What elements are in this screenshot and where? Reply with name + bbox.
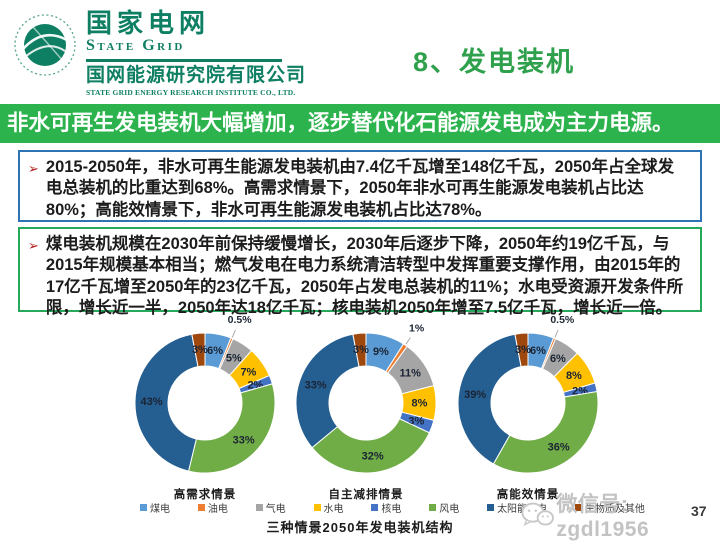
donut-chart-2: 9%1%11%8%3%32%33%3% bbox=[295, 323, 437, 474]
legend-item-gas: 气电 bbox=[255, 500, 286, 515]
legend-item-oil: 油电 bbox=[197, 500, 228, 515]
org-name-en: State Grid bbox=[86, 37, 185, 55]
legend-label: 水电 bbox=[323, 504, 344, 515]
slice-label-hydro: 8% bbox=[412, 398, 428, 410]
slice-label-solar: 39% bbox=[464, 389, 486, 401]
slice-label-hydro: 8% bbox=[566, 370, 582, 382]
legend-label: 核电 bbox=[381, 504, 402, 515]
slice-label-hydro: 7% bbox=[240, 366, 256, 378]
institute-name-en: STATE GRID ENERGY RESEARCH INSTITUTE CO.… bbox=[86, 87, 296, 97]
donut-chart-1: 6%0.5%5%7%2%33%43%3% bbox=[134, 314, 276, 474]
watermark-text: 微信号: zgdl1956 bbox=[556, 493, 650, 541]
donut-slice-biomass bbox=[514, 332, 529, 368]
watermark: 微信号: zgdl1956 bbox=[520, 488, 720, 542]
legend-label: 风电 bbox=[439, 504, 460, 515]
legend-label: 煤电 bbox=[150, 504, 170, 515]
key-point-block-1: ➢ 2015-2050年，非水可再生能源发电装机由7.4亿千瓦增至148亿千瓦，… bbox=[18, 150, 702, 222]
slice-label-solar: 33% bbox=[305, 379, 327, 391]
slice-label-biomass: 3% bbox=[192, 344, 208, 356]
page-title: 8、发电装机 bbox=[413, 47, 576, 77]
slice-label-coal: 9% bbox=[373, 346, 389, 358]
legend-swatch-hydro bbox=[313, 504, 321, 511]
legend-item-coal: 煤电 bbox=[140, 500, 170, 515]
donut-slice-solar bbox=[134, 333, 199, 472]
donut-slice-wind bbox=[187, 383, 276, 474]
legend-item-nuclear: 核电 bbox=[371, 500, 401, 515]
logo-text-block: 国家电网 State Grid 国网能源研究院有限公司 STATE GRID E… bbox=[86, 8, 307, 97]
page-number: 37 bbox=[691, 503, 707, 519]
key-point-block-2: ➢ 煤电装机规模在2030年前保持缓慢增长，2030年后逐步下降，2050年约1… bbox=[18, 227, 702, 317]
state-grid-logo: 国家电网 State Grid 国网能源研究院有限公司 STATE GRID E… bbox=[13, 8, 307, 97]
key-point-text-2: 煤电装机规模在2030年前保持缓慢增长，2030年后逐步下降，2050年约19亿… bbox=[45, 235, 684, 318]
label-leader-line bbox=[554, 329, 559, 338]
slice-label-gas: 11% bbox=[399, 367, 421, 379]
logo-divider bbox=[86, 58, 282, 62]
label-leader-line bbox=[405, 337, 411, 345]
wechat-icon bbox=[521, 502, 554, 526]
donut-slice-solar bbox=[457, 333, 522, 465]
slice-label-oil: 0.5% bbox=[228, 314, 253, 326]
legend-label: 气电 bbox=[265, 504, 286, 515]
donut-slice-biomass bbox=[352, 332, 367, 368]
legend-swatch-solar bbox=[487, 504, 495, 511]
donut-slice-wind bbox=[492, 390, 599, 474]
institute-name-cn: 国网能源研究院有限公司 bbox=[86, 64, 307, 86]
legend-item-wind: 风电 bbox=[429, 500, 459, 515]
scenario-caption-3: 高能效情景 bbox=[496, 489, 560, 501]
slice-label-wind: 32% bbox=[362, 451, 384, 463]
scenario-caption-1: 高需求情景 bbox=[173, 489, 237, 501]
donut-slice-solar bbox=[295, 333, 360, 449]
slice-label-solar: 43% bbox=[140, 396, 162, 408]
legend-label: 生物质及其他 bbox=[584, 504, 645, 515]
state-grid-globe-icon bbox=[14, 14, 76, 76]
arrow-bullet-icon: ➢ bbox=[28, 161, 39, 176]
slice-label-wind: 33% bbox=[233, 435, 255, 447]
slice-label-oil: 0.5% bbox=[550, 314, 575, 326]
slice-label-gas: 5% bbox=[226, 352, 242, 364]
chart-title: 三种情景2050年发电装机结构 bbox=[266, 520, 454, 535]
legend-item-biomass: 生物质及其他 bbox=[574, 500, 645, 515]
slice-label-coal: 6% bbox=[207, 345, 223, 357]
label-leader-line bbox=[231, 329, 236, 338]
legend-item-hydro: 水电 bbox=[313, 500, 344, 515]
legend-swatch-nuclear bbox=[371, 504, 379, 511]
legend-swatch-biomass bbox=[574, 504, 582, 511]
scenario-caption-2: 自主减排情景 bbox=[328, 489, 404, 501]
org-name-cn: 国家电网 bbox=[86, 8, 211, 38]
slice-label-coal: 6% bbox=[530, 345, 546, 357]
slice-label-biomass: 3% bbox=[515, 344, 531, 356]
legend-swatch-gas bbox=[255, 504, 263, 511]
legend-swatch-coal bbox=[140, 504, 147, 511]
slice-label-biomass: 3% bbox=[353, 344, 369, 356]
donut-slice-wind bbox=[311, 418, 431, 474]
legend-swatch-wind bbox=[429, 504, 437, 511]
donut-slice-biomass bbox=[191, 332, 206, 368]
legend-swatch-oil bbox=[197, 504, 205, 511]
slice-label-oil: 1% bbox=[409, 323, 425, 335]
legend-label: 油电 bbox=[207, 504, 228, 515]
headline-banner: 非水可再生发电装机大幅增加，逐步替代化石能源发电成为主力电源。 bbox=[0, 104, 720, 143]
slice-label-gas: 6% bbox=[550, 353, 566, 365]
key-point-text-1: 2015-2050年，非水可再生能源发电装机由7.4亿千瓦增至148亿千瓦，20… bbox=[45, 158, 674, 219]
donut-chart-3: 6%0.5%6%8%2%36%39%3% bbox=[457, 314, 599, 474]
arrow-bullet-icon: ➢ bbox=[28, 238, 39, 253]
slice-label-wind: 36% bbox=[548, 441, 570, 453]
